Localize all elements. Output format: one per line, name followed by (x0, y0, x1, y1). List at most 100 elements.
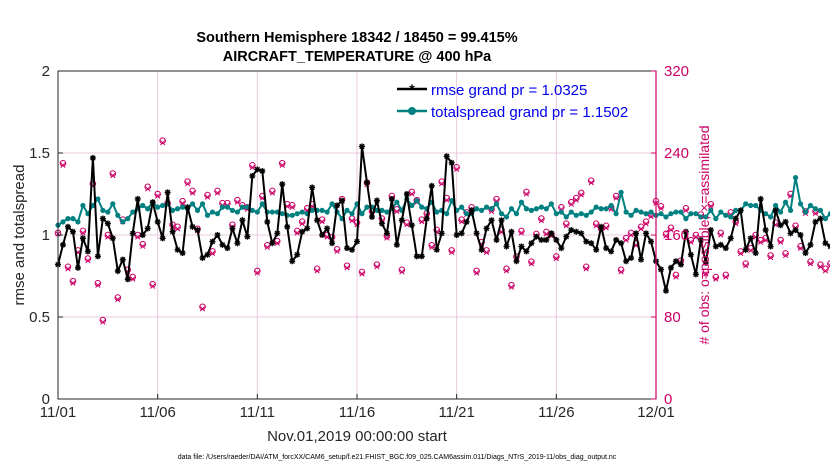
totalspread-point (538, 204, 544, 210)
rmse-point (319, 232, 326, 238)
obs-assimilated-point (583, 266, 589, 272)
rmse-point (797, 232, 804, 238)
obs-assimilated-point (638, 226, 644, 232)
totalspread-point (528, 207, 535, 213)
totalspread-point (787, 207, 794, 213)
rmse-point (633, 230, 640, 237)
axis-ticks: 11/01 11/06 11/11 11/16 11/21 11/26 12/0100.51… (29, 63, 689, 421)
totalspread-point (498, 211, 505, 217)
rmse-point (378, 220, 385, 227)
totalspread-point (573, 212, 579, 218)
obs-possible-point (503, 265, 510, 273)
totalspread-point (115, 212, 121, 218)
obs-possible-point (662, 230, 670, 238)
rmse-point (244, 233, 251, 240)
rmse-point (423, 215, 430, 222)
rmse-point (294, 251, 301, 258)
totalspread-point (294, 211, 300, 217)
obs-possible-point (149, 280, 156, 288)
obs-assimilated-point (473, 270, 480, 276)
rmse-point (802, 250, 809, 257)
rmse-point (289, 258, 296, 265)
totalspread-point (229, 207, 236, 213)
obs-possible-point (89, 180, 97, 188)
totalspread-point (464, 211, 470, 217)
obs-assimilated-point (573, 197, 579, 203)
obs-assimilated-point (419, 219, 425, 225)
obs-assimilated-point (618, 269, 624, 275)
obs-possible-point (403, 219, 411, 226)
rmse-point (324, 225, 331, 232)
y-tick-label-right: 160 (664, 227, 689, 244)
obs-possible-point (782, 250, 789, 257)
totalspread-point (708, 207, 714, 213)
obs-assimilated-point (623, 237, 629, 243)
totalspread-point (683, 216, 689, 222)
rmse-point (528, 240, 535, 247)
obs-possible-point (777, 236, 784, 244)
obs-possible-point (602, 222, 610, 230)
obs-possible-point (234, 196, 241, 204)
rmse-point (363, 179, 370, 186)
totalspread-point (478, 207, 485, 213)
obs-assimilated-point (777, 239, 784, 245)
rmse-point (354, 238, 360, 245)
legend-spread-label: totalspread grand pr = 1.1502 (431, 104, 628, 121)
totalspread-point (199, 201, 206, 207)
rmse-point (269, 240, 276, 247)
obs-assimilated-point (409, 191, 415, 197)
obs-assimilated-point (593, 223, 599, 229)
obs-possible-point (807, 258, 814, 265)
obs-assimilated-point (105, 234, 111, 240)
obs-assimilated-point (199, 306, 206, 312)
totalspread-point (140, 202, 146, 209)
totalspread-point (155, 204, 161, 210)
obs-assimilated-point (538, 217, 545, 224)
rmse-point (114, 268, 121, 275)
obs-possible-point (717, 229, 725, 237)
obs-assimilated-point (797, 245, 804, 251)
y-axis-label-right: # of obs: o=possible; ×=assimilated (696, 125, 712, 344)
obs-assimilated-point (723, 274, 729, 280)
rmse-point (757, 195, 764, 202)
obs-assimilated-point (234, 199, 241, 205)
obs-possible-point (617, 266, 625, 274)
obs-possible-point (288, 201, 296, 209)
obs-possible-point (184, 178, 191, 185)
rmse-point (553, 236, 560, 243)
obs-assimilated-point (110, 172, 116, 179)
totalspread-point (100, 207, 106, 213)
x-axis-label: Nov.01,2019 00:00:00 start (267, 428, 448, 445)
totalspread-point (513, 211, 520, 217)
rmse-point (782, 218, 789, 225)
rmse-point (638, 256, 645, 263)
obs-possible-point (428, 241, 436, 249)
rmse-point (533, 233, 540, 240)
obs-possible-point (154, 190, 161, 198)
obs-possible-point (682, 205, 690, 212)
obs-possible-point (572, 194, 580, 202)
rmse-point (792, 227, 799, 234)
obs-assimilated-point (454, 166, 460, 173)
obs-possible-point (707, 200, 715, 208)
y-tick-label-left: 2 (42, 63, 50, 80)
rmse-point (732, 215, 739, 222)
obs-assimilated-point (264, 244, 270, 250)
y-axis-label-left: rmse and totalspread (11, 165, 28, 306)
obs-assimilated-point (708, 203, 714, 209)
obs-assimilated-point (683, 207, 689, 214)
rmse-point (209, 238, 216, 245)
obs-possible-point (563, 220, 570, 228)
rmse-point (438, 230, 445, 237)
rmse-point (568, 227, 575, 234)
rmse-point (752, 250, 759, 257)
rmse-point (403, 191, 410, 197)
totalspread-point (718, 209, 724, 215)
obs-possible-point (587, 177, 595, 184)
rmse-point (139, 232, 146, 238)
totalspread-point (483, 204, 490, 210)
rmse-point (199, 254, 206, 261)
obs-possible-point (612, 192, 620, 200)
totalspread-point (80, 202, 86, 209)
obs-assimilated-point (374, 264, 380, 270)
